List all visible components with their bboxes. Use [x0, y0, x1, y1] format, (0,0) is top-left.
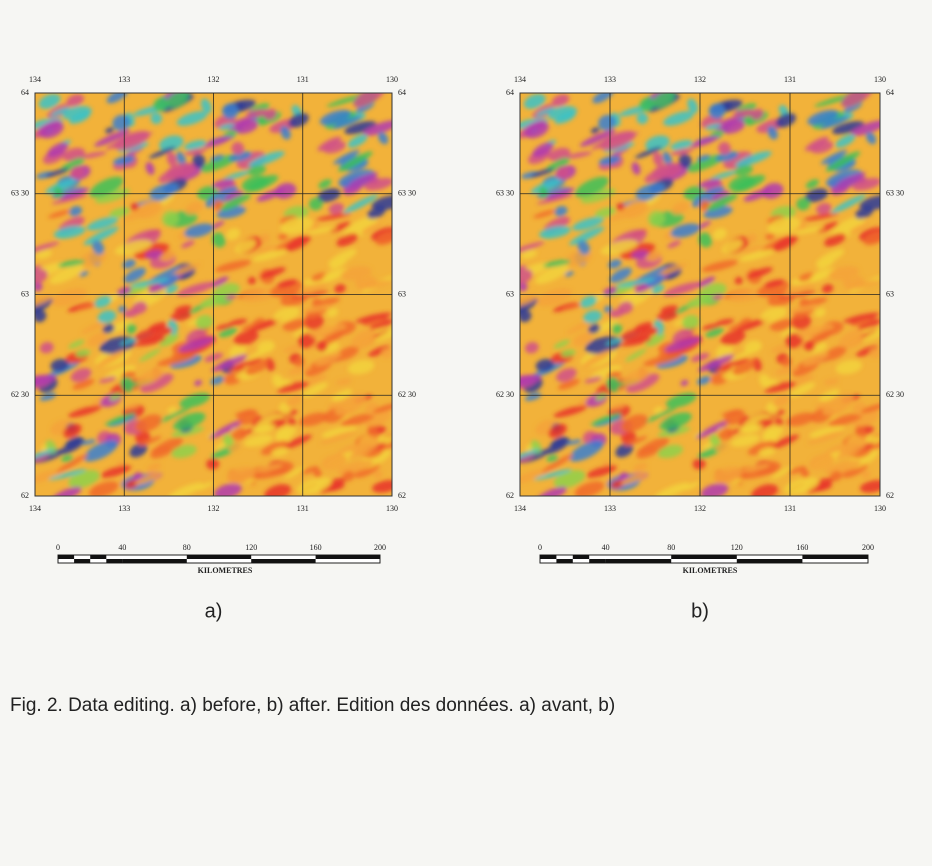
scale-segment	[74, 559, 90, 563]
bottom-tick-label: 132	[208, 504, 220, 513]
bottom-tick-label: 133	[604, 504, 616, 513]
scale-unit: KILOMETRES	[683, 566, 738, 575]
scale-tick-label: 120	[245, 543, 257, 552]
scale-segment	[122, 559, 186, 563]
right-tick-label: 62	[886, 491, 894, 500]
scale-tick-label: 160	[310, 543, 322, 552]
right-tick-label: 63 30	[398, 189, 416, 198]
bottom-tick-label: 134	[29, 504, 41, 513]
scale-segment	[556, 559, 572, 563]
left-tick-label: 64	[21, 88, 29, 97]
scale-tick-label: 120	[731, 543, 743, 552]
scale-tick-label: 200	[374, 543, 386, 552]
top-tick-label: 130	[386, 75, 398, 84]
scale-segment	[90, 555, 106, 559]
left-tick-label: 63 30	[11, 189, 29, 198]
left-tick-label: 62	[506, 491, 514, 500]
scale-segment	[606, 559, 672, 563]
bottom-tick-label: 131	[784, 504, 796, 513]
bottom-tick-label: 134	[514, 504, 526, 513]
left-tick-label: 63	[21, 289, 29, 298]
scale-segment	[187, 555, 251, 559]
right-tick-label: 63	[398, 289, 406, 298]
top-tick-label: 133	[118, 75, 130, 84]
right-tick-label: 62 30	[886, 390, 904, 399]
right-tick-label: 62	[398, 491, 406, 500]
scale-segment	[589, 559, 605, 563]
scale-segment	[802, 555, 868, 559]
scale-tick-label: 200	[862, 543, 874, 552]
right-tick-label: 63 30	[886, 189, 904, 198]
scale-tick-label: 80	[667, 543, 675, 552]
bottom-tick-label: 131	[297, 504, 309, 513]
figure-page: Fig. 2. Data editing. a) before, b) afte…	[0, 0, 932, 866]
scale-segment	[58, 555, 74, 559]
scale-segment	[671, 555, 737, 559]
top-tick-label: 131	[784, 75, 796, 84]
scale-segment	[316, 555, 380, 559]
bottom-tick-label: 132	[694, 504, 706, 513]
left-tick-label: 64	[506, 88, 514, 97]
scale-tick-label: 80	[183, 543, 191, 552]
panel-label: a)	[205, 600, 223, 622]
scale-tick-label: 0	[538, 543, 542, 552]
top-tick-label: 134	[29, 75, 41, 84]
left-tick-label: 63 30	[496, 189, 514, 198]
top-tick-label: 131	[297, 75, 309, 84]
scale-tick-label: 0	[56, 543, 60, 552]
right-tick-label: 64	[886, 88, 894, 97]
scale-segment	[540, 555, 556, 559]
top-tick-label: 132	[208, 75, 220, 84]
panel-label: b)	[691, 600, 709, 622]
scale-segment	[573, 555, 589, 559]
scale-segment	[251, 559, 315, 563]
bottom-tick-label: 130	[874, 504, 886, 513]
left-tick-label: 62 30	[496, 390, 514, 399]
scale-segment	[737, 559, 803, 563]
top-tick-label: 130	[874, 75, 886, 84]
bottom-tick-label: 133	[118, 504, 130, 513]
scale-segment	[106, 559, 122, 563]
scale-unit: KILOMETRES	[198, 566, 253, 575]
left-tick-label: 63	[506, 289, 514, 298]
right-tick-label: 62 30	[398, 390, 416, 399]
bottom-tick-label: 130	[386, 504, 398, 513]
scale-tick-label: 40	[118, 543, 126, 552]
scale-tick-label: 160	[796, 543, 808, 552]
left-tick-label: 62 30	[11, 390, 29, 399]
caption: Fig. 2. Data editing. a) before, b) afte…	[10, 695, 615, 716]
top-tick-label: 134	[514, 75, 526, 84]
top-tick-label: 132	[694, 75, 706, 84]
right-tick-label: 63	[886, 289, 894, 298]
right-tick-label: 64	[398, 88, 406, 97]
left-tick-label: 62	[21, 491, 29, 500]
scale-tick-label: 40	[602, 543, 610, 552]
top-tick-label: 133	[604, 75, 616, 84]
